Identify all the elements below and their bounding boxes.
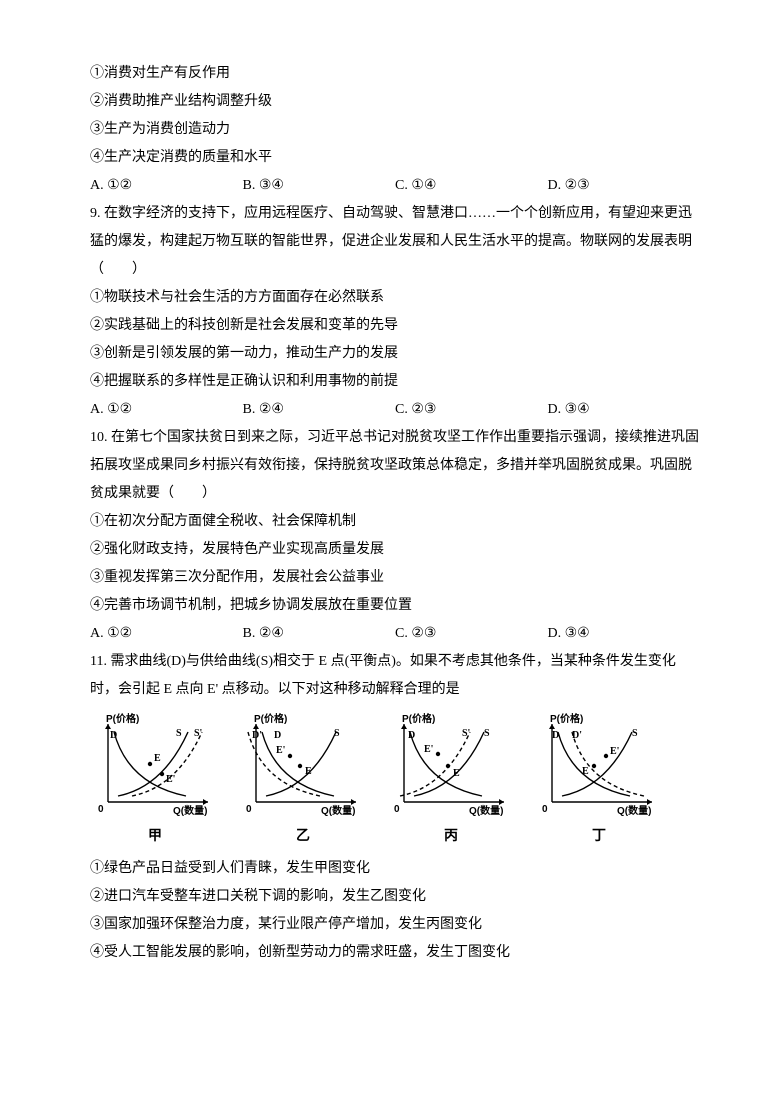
svg-text:E': E': [166, 774, 176, 785]
svg-text:P(价格): P(价格): [254, 712, 287, 725]
q10-number: 10.: [90, 430, 108, 445]
q9-options: A. ①② B. ②④ C. ②③ D. ③④: [90, 396, 700, 424]
svg-text:S: S: [334, 728, 340, 739]
q8-opt-a: A. ①②: [90, 172, 243, 200]
q11-charts: P(价格) Q(数量) 0DSS'EE' P(价格) Q(数量) 0D'DSEE…: [90, 712, 700, 817]
q8-opt-c: C. ①④: [395, 172, 548, 200]
q11-chart-labels: 甲 乙 丙 丁: [90, 821, 700, 849]
chart-jia: P(价格) Q(数量) 0 D S S' E E': [90, 712, 220, 817]
q9-stmt-4: ④把握联系的多样性是正确认识和利用事物的前提: [90, 368, 700, 396]
q11-stmt-2: ②进口汽车受整车进口关税下调的影响，发生乙图变化: [90, 883, 700, 911]
svg-text:E: E: [453, 768, 460, 779]
svg-text:E: E: [582, 766, 589, 777]
svg-text:P(价格): P(价格): [550, 712, 583, 725]
svg-text:E': E': [424, 744, 434, 755]
q10-opt-a: A. ①②: [90, 620, 243, 648]
svg-text:0: 0: [246, 804, 252, 815]
chart-bing: P(价格) Q(数量) 0 D S' S E E': [386, 712, 516, 817]
q9-opt-b: B. ②④: [243, 396, 396, 424]
q11-stmt-3: ③国家加强环保整治力度，某行业限产停产增加，发生丙图变化: [90, 911, 700, 939]
chart-label-yi: 乙: [238, 821, 368, 849]
q8-options: A. ①② B. ③④ C. ①④ D. ②③: [90, 172, 700, 200]
q11-stem: 11. 需求曲线(D)与供给曲线(S)相交于 E 点(平衡点)。如果不考虑其他条…: [90, 648, 700, 704]
svg-text:Q(数量): Q(数量): [173, 804, 207, 817]
q10-stem-text: 在第七个国家扶贫日到来之际，习近平总书记对脱贫攻坚工作作出重要指示强调，接续推进…: [90, 430, 699, 501]
svg-text:S: S: [632, 728, 638, 739]
svg-text:S: S: [176, 728, 182, 739]
svg-text:0: 0: [98, 804, 104, 815]
svg-text:D: D: [408, 730, 415, 741]
svg-text:D': D': [572, 730, 582, 741]
q8-opt-d: D. ②③: [548, 172, 701, 200]
q9-stmt-1: ①物联技术与社会生活的方方面面存在必然联系: [90, 284, 700, 312]
q9-stem-text: 在数字经济的支持下，应用远程医疗、自动驾驶、智慧港口……一个个创新应用，有望迎来…: [90, 206, 692, 277]
q10-stmt-4: ④完善市场调节机制，把城乡协调发展放在重要位置: [90, 592, 700, 620]
q11-stmt-4: ④受人工智能发展的影响，创新型劳动力的需求旺盛，发生丁图变化: [90, 939, 700, 967]
chart-label-ding: 丁: [534, 821, 664, 849]
chart-ding: P(价格) Q(数量) 0 D D' S E E': [534, 712, 664, 817]
q10-stmt-2: ②强化财政支持，发展特色产业实现高质量发展: [90, 536, 700, 564]
q9-opt-d: D. ③④: [548, 396, 701, 424]
q11-number: 11.: [90, 654, 107, 669]
svg-text:P(价格): P(价格): [106, 712, 139, 725]
svg-text:E': E': [610, 746, 620, 757]
q10-stmt-1: ①在初次分配方面健全税收、社会保障机制: [90, 508, 700, 536]
q9-stem: 9. 在数字经济的支持下，应用远程医疗、自动驾驶、智慧港口……一个个创新应用，有…: [90, 200, 700, 284]
svg-text:Q(数量): Q(数量): [617, 804, 651, 817]
svg-text:D': D': [252, 730, 262, 741]
q9-number: 9.: [90, 206, 101, 221]
svg-text:D: D: [110, 730, 117, 741]
q8-opt-b: B. ③④: [243, 172, 396, 200]
svg-text:S': S': [194, 728, 203, 739]
svg-text:Q(数量): Q(数量): [321, 804, 355, 817]
q9-opt-c: C. ②③: [395, 396, 548, 424]
q9-stmt-2: ②实践基础上的科技创新是社会发展和变革的先导: [90, 312, 700, 340]
svg-text:D: D: [552, 730, 559, 741]
svg-text:Q(数量): Q(数量): [469, 804, 503, 817]
q10-opt-d: D. ③④: [548, 620, 701, 648]
q9-stmt-3: ③创新是引领发展的第一动力，推动生产力的发展: [90, 340, 700, 368]
svg-text:D: D: [274, 730, 281, 741]
svg-text:E: E: [154, 753, 161, 764]
q8-stmt-2: ②消费助推产业结构调整升级: [90, 88, 700, 116]
q9-opt-a: A. ①②: [90, 396, 243, 424]
q10-opt-c: C. ②③: [395, 620, 548, 648]
svg-text:E': E': [276, 745, 286, 756]
svg-text:S: S: [484, 728, 490, 739]
q10-opt-b: B. ②④: [243, 620, 396, 648]
svg-text:0: 0: [542, 804, 548, 815]
q10-stem: 10. 在第七个国家扶贫日到来之际，习近平总书记对脱贫攻坚工作作出重要指示强调，…: [90, 424, 700, 508]
svg-text:0: 0: [394, 804, 400, 815]
q10-stmt-3: ③重视发挥第三次分配作用，发展社会公益事业: [90, 564, 700, 592]
q8-stmt-3: ③生产为消费创造动力: [90, 116, 700, 144]
chart-yi: P(价格) Q(数量) 0 D' D S E E': [238, 712, 368, 817]
q10-options: A. ①② B. ②④ C. ②③ D. ③④: [90, 620, 700, 648]
q11-stmt-1: ①绿色产品日益受到人们青睐，发生甲图变化: [90, 855, 700, 883]
chart-label-bing: 丙: [386, 821, 516, 849]
svg-text:E: E: [305, 766, 312, 777]
chart-label-jia: 甲: [90, 821, 220, 849]
q8-stmt-4: ④生产决定消费的质量和水平: [90, 144, 700, 172]
q8-stmt-1: ①消费对生产有反作用: [90, 60, 700, 88]
q11-stem-text: 需求曲线(D)与供给曲线(S)相交于 E 点(平衡点)。如果不考虑其他条件，当某…: [90, 654, 676, 697]
svg-text:S': S': [462, 728, 471, 739]
svg-text:P(价格): P(价格): [402, 712, 435, 725]
